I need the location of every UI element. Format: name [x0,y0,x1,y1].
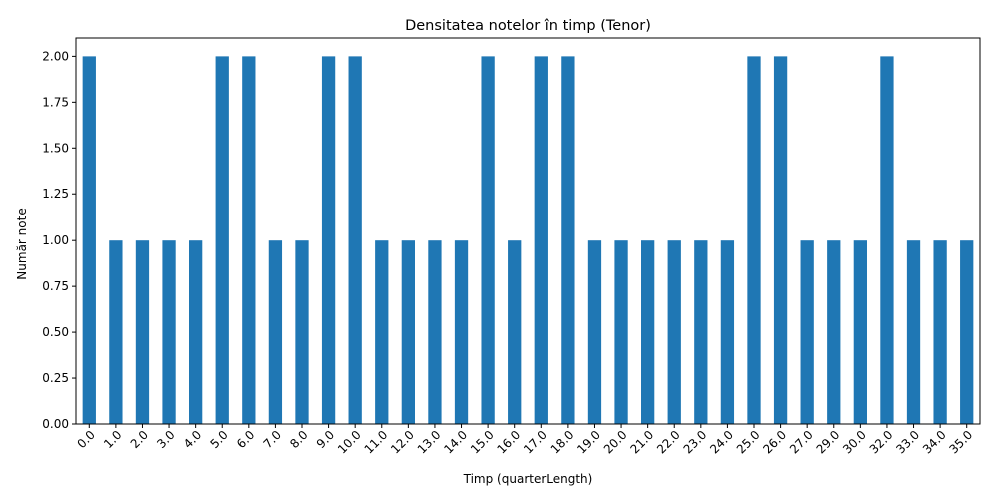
bar-10.0 [348,56,362,424]
x-tick-label: 33.0 [893,428,922,457]
bar-6.0 [242,56,256,424]
y-tick-label: 1.75 [42,95,69,109]
bar-7.0 [268,240,283,424]
x-tick-label: 15.0 [468,428,497,457]
x-tick-label: 19.0 [574,428,603,457]
bar-29.0 [827,240,841,424]
bar-25.0 [747,56,761,424]
bar-21.0 [641,240,655,424]
bar-17.0 [534,56,548,424]
x-tick-label: 21.0 [627,428,656,457]
bar-19.0 [587,240,602,424]
bar-34.0 [933,240,947,424]
x-tick-label: 10.0 [335,428,364,457]
y-tick-label: 1.25 [42,187,69,201]
x-tick-label: 22.0 [654,428,683,457]
bar-1.0 [109,240,123,424]
x-tick-label: 35.0 [947,428,976,457]
bar-13.0 [428,240,442,424]
x-tick-label: 29.0 [814,428,843,457]
x-tick-label: 26.0 [760,428,789,457]
x-tick-label: 14.0 [441,428,470,457]
x-tick-label: 30.0 [840,428,869,457]
x-tick-label: 25.0 [734,428,763,457]
bar-32.0 [880,56,894,424]
x-tick-label: 20.0 [601,428,630,457]
bar-11.0 [375,240,389,424]
y-tick-label: 0.50 [42,325,69,339]
bar-27.0 [800,240,814,424]
x-tick-label: 24.0 [707,428,736,457]
y-tick-label: 1.00 [42,233,69,247]
y-axis-label: Număr note [15,208,29,279]
bar-4.0 [189,240,203,424]
bars-group [82,56,974,424]
bar-0.0 [82,56,96,424]
x-tick-label: 16.0 [495,428,524,457]
y-tick-label: 2.00 [42,49,69,63]
y-axis: 0.00 0.25 0.50 0.75 1.00 1.25 1.50 1.75 2.00 [42,49,76,431]
x-tick-label: 9.0 [314,428,337,451]
x-tick-label: 8.0 [287,428,310,451]
bar-15.0 [481,56,495,424]
y-tick-label: 1.50 [42,141,69,155]
bar-9.0 [321,56,336,424]
x-tick-label: 11.0 [362,428,391,457]
bar-12.0 [401,240,415,424]
bar-26.0 [773,56,788,424]
x-tick-label: 27.0 [787,428,816,457]
bar-8.0 [295,240,309,424]
plot-frame [75,37,981,425]
x-axis: 0.0 1.0 2.0 3.0 4.0 5.0 6.0 7.0 8.0 9.010.011.012… [74,424,975,456]
x-tick-label: 0.0 [74,428,97,451]
x-tick-label: 6.0 [234,428,257,451]
x-tick-label: 7.0 [261,428,284,451]
x-tick-label: 2.0 [128,428,151,451]
x-tick-label: 18.0 [548,428,577,457]
x-tick-label: 32.0 [867,428,896,457]
bar-18.0 [561,56,575,424]
x-tick-label: 17.0 [521,428,550,457]
bar-20.0 [614,240,628,424]
bar-14.0 [454,240,469,424]
x-tick-label: 5.0 [207,428,230,451]
bar-33.0 [906,240,921,424]
x-tick-label: 3.0 [154,428,177,451]
x-axis-label: Timp (quarterLength) [463,472,593,486]
chart-title: Densitatea notelor în timp (Tenor) [405,18,651,34]
bar-30.0 [853,240,867,424]
bar-16.0 [508,240,522,424]
y-tick-label: 0.00 [42,417,69,431]
bar-2.0 [135,240,150,424]
x-tick-label: 1.0 [101,428,124,451]
y-tick-label: 0.25 [42,371,69,385]
x-tick-label: 4.0 [181,428,204,451]
x-tick-label: 23.0 [681,428,710,457]
y-tick-label: 0.75 [42,279,69,293]
bar-35.0 [960,240,974,424]
x-tick-label: 34.0 [920,428,949,457]
bar-22.0 [667,240,681,424]
bar-23.0 [694,240,708,424]
bar-24.0 [720,240,735,424]
x-tick-label: 12.0 [388,428,417,457]
bar-5.0 [215,56,229,424]
bar-3.0 [162,240,176,424]
x-tick-label: 13.0 [415,428,444,457]
